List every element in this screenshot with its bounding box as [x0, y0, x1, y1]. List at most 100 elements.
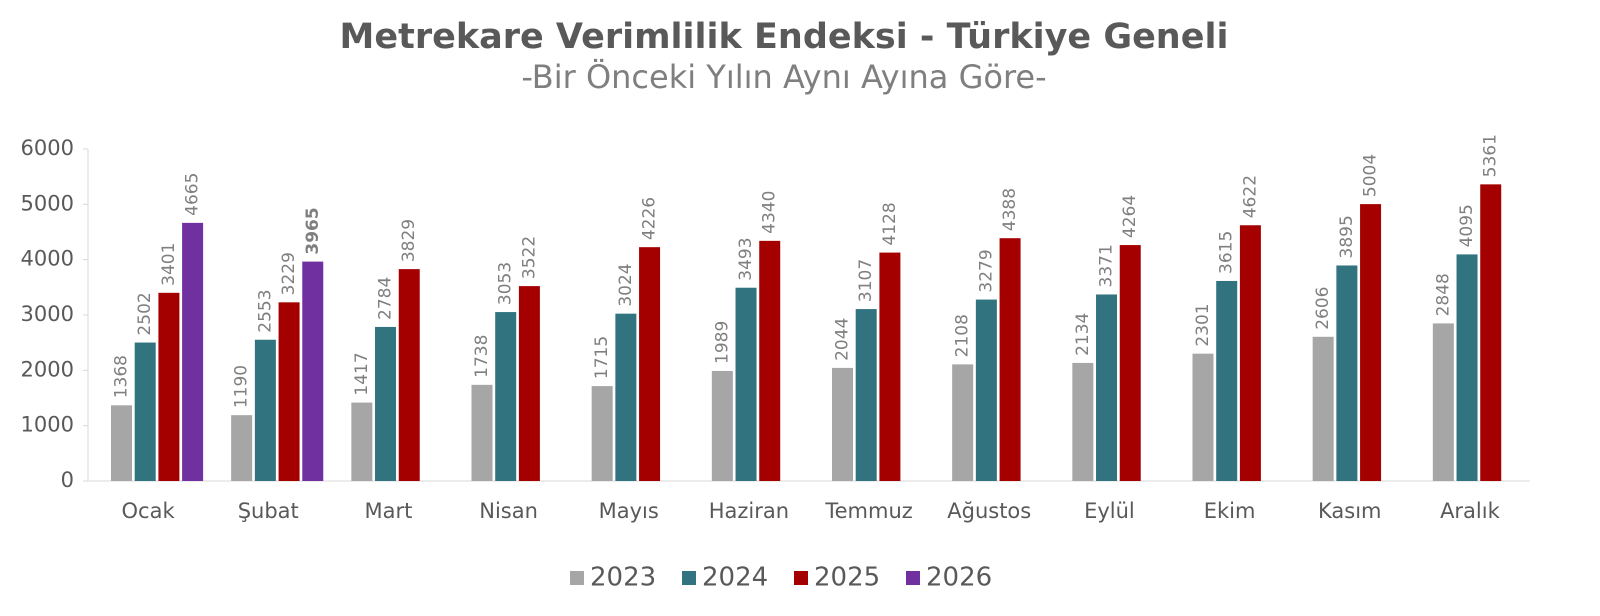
bar: [375, 326, 397, 481]
bar: [231, 415, 253, 481]
bar: [351, 402, 373, 481]
legend-swatch: [794, 571, 808, 585]
data-label: 2502: [135, 292, 155, 335]
bar: [182, 222, 204, 481]
data-label: 4264: [1120, 195, 1140, 238]
bar: [1119, 245, 1141, 481]
bar: [495, 312, 517, 481]
data-label: 3229: [279, 252, 299, 295]
bar: [832, 367, 853, 481]
bar: [975, 299, 997, 481]
data-label: 1715: [592, 336, 612, 379]
bar: [398, 269, 420, 481]
bar: [639, 247, 661, 481]
x-tick-label: Nisan: [479, 499, 538, 523]
data-label: 2134: [1073, 313, 1093, 356]
data-label: 2784: [376, 277, 396, 320]
data-label: 4128: [880, 202, 900, 245]
bar: [1480, 184, 1502, 481]
bar: [855, 309, 877, 481]
x-tick-label: Temmuz: [824, 499, 912, 523]
data-label: 4226: [640, 197, 660, 240]
data-label: 3371: [1097, 244, 1117, 287]
data-label: 3024: [616, 263, 636, 306]
data-label: 3401: [159, 243, 179, 286]
y-tick-label: 3000: [21, 302, 74, 326]
data-label: 4340: [760, 191, 780, 234]
x-tick-label: Ocak: [122, 499, 176, 523]
bar: [1216, 280, 1238, 481]
bar: [1432, 323, 1454, 481]
data-label: 2108: [953, 314, 973, 357]
bar: [1312, 336, 1334, 481]
y-tick-label: 4000: [21, 247, 74, 271]
data-label: 3829: [399, 219, 419, 262]
x-tick-label: Mart: [364, 499, 412, 523]
y-tick-label: 2000: [21, 357, 74, 381]
data-label: 4095: [1457, 204, 1477, 247]
x-tick-label: Haziran: [709, 499, 789, 523]
data-label: 3279: [976, 249, 996, 292]
data-label: 2848: [1433, 273, 1453, 316]
data-label: 1989: [712, 321, 732, 364]
bar: [1192, 353, 1214, 481]
bar: [1239, 225, 1261, 481]
bar: [735, 287, 757, 481]
bar: [1456, 254, 1478, 481]
chart-subtitle: -Bir Önceki Yılın Aynı Ayına Göre-: [521, 58, 1046, 96]
x-tick-label: Mayıs: [599, 499, 659, 523]
data-label: 2606: [1313, 287, 1333, 330]
y-tick-label: 1000: [21, 413, 74, 437]
data-label: 3053: [496, 262, 516, 305]
y-tick-label: 6000: [21, 136, 74, 160]
data-label: 4388: [1000, 188, 1020, 231]
legend-swatch: [906, 571, 920, 585]
bar: [615, 313, 637, 481]
bar: [591, 386, 613, 481]
bar: [711, 370, 733, 481]
legend-label: 2026: [926, 563, 992, 593]
bar: [158, 292, 180, 481]
data-label: 5361: [1481, 134, 1501, 177]
data-label: 3522: [519, 236, 539, 279]
chart-title: Metrekare Verimlilik Endeksi - Türkiye G…: [340, 17, 1229, 57]
legend-swatch: [682, 571, 696, 585]
data-label: 1368: [112, 355, 132, 398]
data-label: 3965: [303, 207, 323, 254]
bar: [1072, 362, 1094, 481]
bar: [278, 302, 300, 481]
bar: [111, 405, 132, 481]
data-label: 2044: [833, 318, 853, 361]
x-tick-label: Şubat: [238, 499, 299, 523]
bar: [518, 286, 540, 481]
legend-label: 2025: [814, 563, 880, 593]
data-label: 4622: [1240, 175, 1260, 218]
data-label: 3107: [856, 259, 876, 302]
data-label: 5004: [1361, 154, 1381, 197]
data-label: 3615: [1217, 231, 1237, 274]
bar: [879, 252, 901, 481]
data-label: 3493: [736, 237, 756, 280]
bar: [952, 364, 974, 481]
bar: [759, 240, 781, 481]
x-tick-label: Kasım: [1318, 499, 1382, 523]
y-tick-label: 5000: [21, 191, 74, 215]
data-label: 3895: [1337, 215, 1357, 258]
legend-label: 2023: [590, 563, 656, 593]
bar: [254, 339, 276, 481]
x-tick-label: Ekim: [1204, 499, 1256, 523]
x-tick-label: Eylül: [1084, 499, 1135, 523]
bar: [1096, 294, 1118, 481]
data-label: 2553: [255, 289, 275, 332]
data-label: 1190: [232, 365, 252, 408]
data-label: 1417: [352, 352, 372, 395]
x-tick-label: Ağustos: [947, 499, 1031, 523]
bar: [1360, 204, 1382, 481]
bar: [999, 238, 1021, 481]
y-tick-label: 0: [61, 468, 74, 492]
data-label: 4665: [183, 173, 203, 216]
legend-swatch: [570, 571, 584, 585]
data-label: 2301: [1193, 303, 1213, 346]
data-label: 1738: [472, 335, 492, 378]
